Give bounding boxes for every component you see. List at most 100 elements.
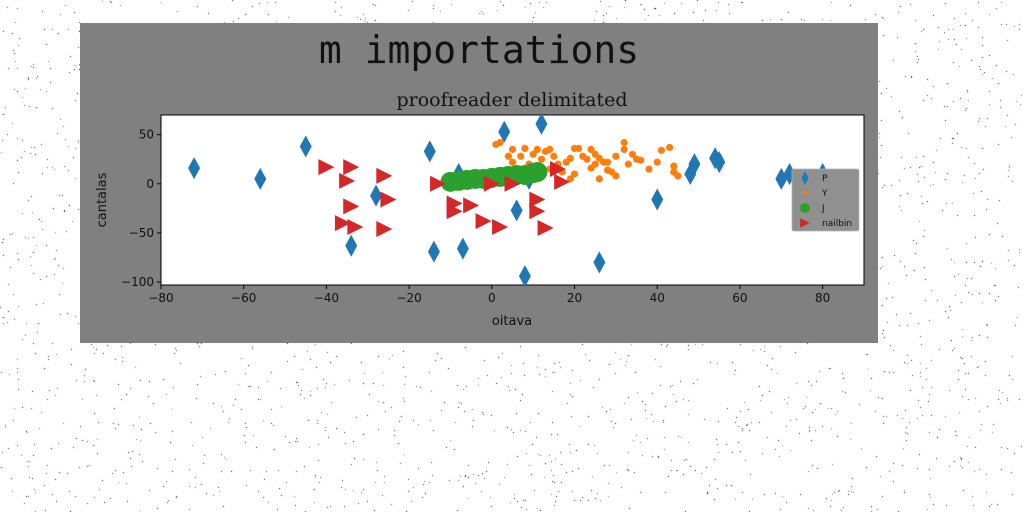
series-j [440,161,548,192]
data-point [504,175,521,192]
x-tick-label: 60 [732,291,747,305]
x-tick-label: 40 [650,291,665,305]
data-point [550,152,558,160]
data-point [496,138,504,147]
x-tick-label: −40 [314,291,339,305]
data-point [343,159,360,176]
data-point [651,188,664,211]
x-tick-label: −20 [396,291,421,305]
legend-marker [800,203,810,213]
data-point [637,156,645,164]
data-point [529,191,546,208]
legend-box [791,168,860,232]
data-point [533,145,541,153]
data-point [334,215,351,232]
data-point [517,152,525,160]
data-point [620,145,628,153]
x-tick-label: 0 [488,291,496,305]
data-point [566,175,574,183]
data-point [254,167,267,190]
legend-label: P [822,174,828,184]
data-point [624,160,632,168]
data-point [521,144,529,153]
data-point [345,234,358,257]
data-point [549,161,566,178]
data-point [546,145,554,153]
data-point [537,155,546,163]
data-point [339,172,356,189]
data-point [657,146,665,154]
data-point [518,265,531,288]
data-point [527,161,548,182]
data-point [674,172,682,180]
x-tick-label: 20 [567,291,582,305]
data-point [508,158,517,166]
x-tick-label: −80 [148,291,173,305]
data-point [583,155,591,163]
plot-area [160,114,865,286]
y-tick-label: 0 [146,177,154,191]
legend-marker [800,218,810,228]
x-tick-label: −60 [231,291,256,305]
y-tick-label: −50 [129,226,154,240]
data-point [666,143,674,152]
data-point [492,219,509,236]
data-point [670,162,678,170]
data-point [498,120,511,143]
data-point [188,157,201,180]
data-point [554,173,571,190]
data-point [570,170,579,178]
figure-panel: m importations proofreader delimitated −… [80,23,878,343]
data-point [628,150,637,158]
data-point [604,158,612,166]
x-tick-label: 80 [815,291,830,305]
data-point [537,220,554,237]
legend-marker [801,171,809,185]
axes-title: proofreader delimitated [397,89,628,111]
data-point [612,172,620,180]
data-point [587,145,595,153]
data-point [446,203,463,220]
data-point [504,152,512,160]
data-point [591,160,599,168]
data-point [593,251,606,274]
data-point [463,197,480,214]
legend-marker [802,190,808,196]
axis-ticks: −80 −60 −40 −20 0 20 40 60 80 −100 −50 0 50 [121,128,830,305]
x-axis-label: oitava [492,314,532,329]
data-point [318,159,335,176]
data-point [475,213,492,230]
data-point [427,240,440,263]
figure-title: m importations [318,28,640,72]
data-point [343,198,360,215]
data-point [376,220,393,237]
y-tick-label: 50 [139,128,154,142]
data-point [380,191,397,208]
data-point [529,150,537,158]
data-point [620,138,628,147]
series-y [492,138,682,183]
data-point [535,112,548,135]
legend-label: Y [821,189,828,199]
data-point [713,151,726,174]
data-point [566,154,574,162]
data-point [347,219,364,236]
data-point [645,165,653,173]
legend-label: nailbin [822,219,852,229]
data-point [612,152,620,160]
data-point [595,175,603,183]
data-point [483,175,500,192]
y-tick-label: −100 [121,275,154,289]
data-point [688,153,701,176]
data-point [653,158,661,166]
scatter-chart: proofreader delimitated −80 −60 −40 −20 0 20 4… [95,89,865,329]
data-point [575,144,583,153]
data-point [423,140,436,163]
data-point [430,175,447,192]
data-point [370,184,383,207]
data-point [376,167,393,184]
y-axis-label: cantalas [95,172,110,227]
data-point [508,145,517,153]
series-nailbin [318,159,571,237]
